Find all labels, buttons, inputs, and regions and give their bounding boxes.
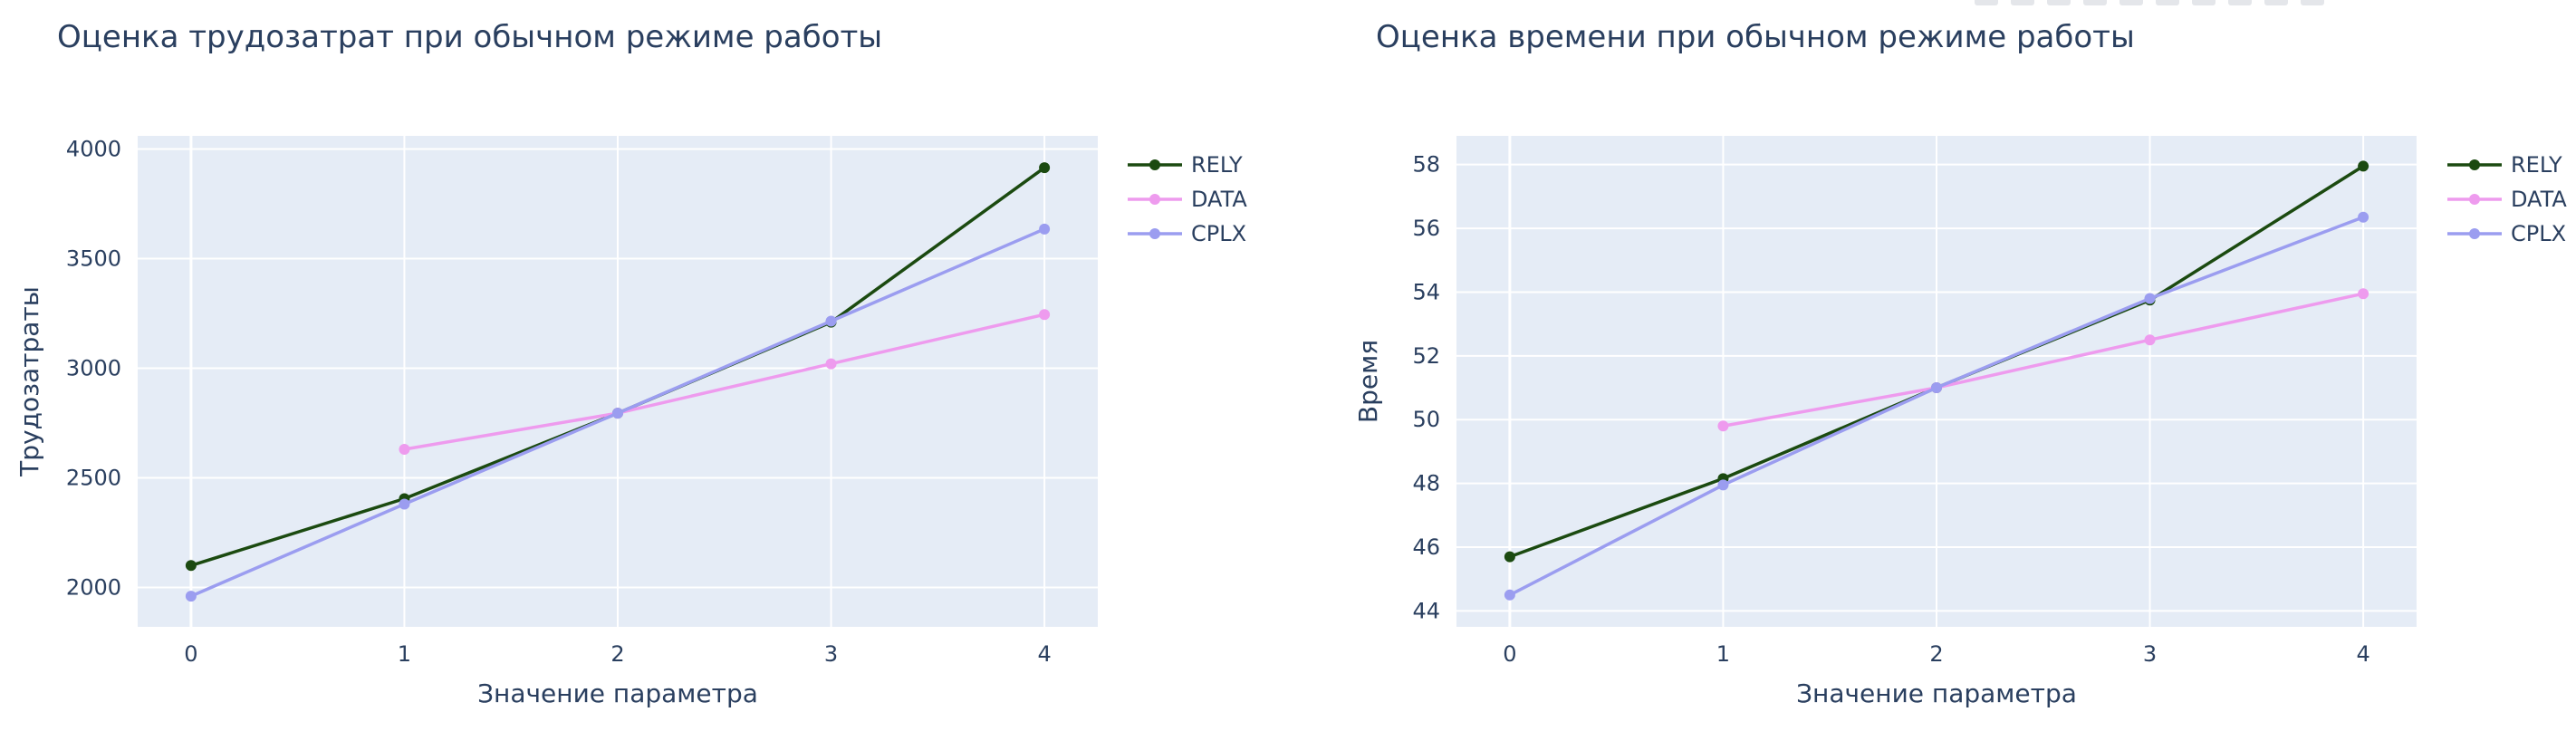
- chart-title: Оценка трудозатрат при обычном режиме ра…: [57, 19, 882, 55]
- data-point-cplx[interactable]: [612, 408, 623, 419]
- data-point-rely[interactable]: [2358, 160, 2369, 172]
- legend-label: CPLX: [2511, 221, 2566, 246]
- legend-item-rely[interactable]: RELY: [2447, 152, 2562, 178]
- modebar: [1975, 0, 2576, 13]
- x-axis-label: Значение параметра: [477, 678, 758, 708]
- data-point-cplx[interactable]: [2144, 293, 2156, 304]
- modebar-select-icon[interactable]: [2083, 0, 2107, 5]
- series-line-data: [404, 313, 1045, 451]
- y-tick-label: 3000: [66, 355, 121, 380]
- legend-item-cplx[interactable]: CPLX: [1128, 221, 1246, 246]
- data-point-cplx[interactable]: [1039, 223, 1051, 235]
- legend-label: DATA: [1191, 187, 1247, 212]
- y-tick-label: 50: [1412, 407, 1440, 432]
- y-tick-label: 54: [1412, 279, 1440, 304]
- legend-label: RELY: [1191, 152, 1243, 178]
- data-point-rely[interactable]: [1039, 162, 1051, 174]
- x-tick-label: 2: [1929, 641, 1943, 667]
- data-point-data[interactable]: [1717, 420, 1729, 432]
- modebar-reset-axes-icon[interactable]: [2264, 0, 2288, 5]
- x-tick-label: 3: [2143, 641, 2157, 667]
- y-tick-label: 56: [1412, 216, 1440, 241]
- legend-label: RELY: [2511, 152, 2562, 178]
- data-point-rely[interactable]: [1504, 551, 1515, 563]
- y-axis-label: Время: [1353, 340, 1383, 423]
- y-axis-label: Трудозатраты: [14, 286, 44, 477]
- y-tick-label: 46: [1412, 534, 1440, 560]
- modebar-zoom-out-icon[interactable]: [2192, 0, 2216, 5]
- x-tick-label: 3: [824, 641, 838, 667]
- modebar-camera-icon[interactable]: [1975, 0, 1998, 5]
- chart-labor-svg: 0 1 2 3 4 2000 2500 3000 3500 4000 Оценка трудозат…: [14, 19, 1247, 708]
- y-tick-label: 52: [1412, 343, 1440, 369]
- modebar-zoom-in-icon[interactable]: [2156, 0, 2179, 5]
- data-point-data[interactable]: [2358, 288, 2369, 300]
- x-axis-label: Значение параметра: [1796, 678, 2077, 708]
- legend-swatch-marker: [1149, 194, 1160, 205]
- data-point-cplx[interactable]: [1717, 479, 1729, 491]
- modebar-autoscale-icon[interactable]: [2228, 0, 2252, 5]
- y-tick-label: 2000: [66, 574, 121, 600]
- x-tick-label: 0: [1503, 641, 1516, 667]
- x-tick-label: 2: [610, 641, 624, 667]
- data-point-cplx[interactable]: [1504, 589, 1515, 601]
- data-point-cplx[interactable]: [2358, 211, 2369, 223]
- legend-item-cplx[interactable]: CPLX: [2447, 221, 2566, 246]
- data-point-data[interactable]: [1039, 309, 1051, 321]
- data-point-data[interactable]: [399, 444, 410, 456]
- y-tick-label: 44: [1412, 598, 1440, 623]
- data-point-cplx[interactable]: [399, 498, 410, 510]
- modebar-lasso-icon[interactable]: [2119, 0, 2143, 5]
- modebar-plotly-logo-icon[interactable]: [2301, 0, 2324, 5]
- y-tick-label: 4000: [66, 137, 121, 162]
- legend-swatch-marker: [1149, 159, 1160, 170]
- chart-labor-estimate: 0 1 2 3 4 2000 2500 3000 3500 4000 Оценка трудозат…: [0, 0, 1288, 737]
- data-point-data[interactable]: [2144, 334, 2156, 346]
- chart-title: Оценка времени при обычном режиме работы: [1376, 19, 2135, 55]
- data-point-data[interactable]: [825, 358, 837, 370]
- legend-item-data[interactable]: DATA: [1128, 187, 1247, 212]
- x-tick-label: 4: [2356, 641, 2369, 667]
- legend-item-rely[interactable]: RELY: [1128, 152, 1243, 178]
- data-point-cplx[interactable]: [185, 591, 197, 602]
- legend-label: DATA: [2511, 187, 2567, 212]
- modebar-zoom-icon[interactable]: [2011, 0, 2034, 5]
- legend-swatch-marker: [2469, 159, 2480, 170]
- modebar-pan-icon[interactable]: [2047, 0, 2071, 5]
- y-tick-label: 3500: [66, 246, 121, 272]
- data-point-cplx[interactable]: [1931, 382, 1942, 394]
- y-tick-label: 48: [1412, 471, 1440, 496]
- x-tick-label: 1: [398, 641, 411, 667]
- y-tick-label: 2500: [66, 465, 121, 490]
- data-point-rely[interactable]: [185, 560, 197, 572]
- x-tick-label: 4: [1037, 641, 1051, 667]
- series-line-data: [1723, 292, 2364, 428]
- chart-time-estimate: 0 1 2 3 4 44 46 48 50 52 54 56 58 Оценка времени при …: [1288, 0, 2576, 737]
- x-tick-label: 0: [184, 641, 197, 667]
- legend-swatch-marker: [1149, 228, 1160, 239]
- legend-item-data[interactable]: DATA: [2447, 187, 2567, 212]
- legend-swatch-marker: [2469, 194, 2480, 205]
- data-point-cplx[interactable]: [825, 315, 837, 327]
- legend-swatch-marker: [2469, 228, 2480, 239]
- x-tick-label: 1: [1716, 641, 1730, 667]
- legend-label: CPLX: [1191, 221, 1246, 246]
- y-tick-label: 58: [1412, 152, 1440, 178]
